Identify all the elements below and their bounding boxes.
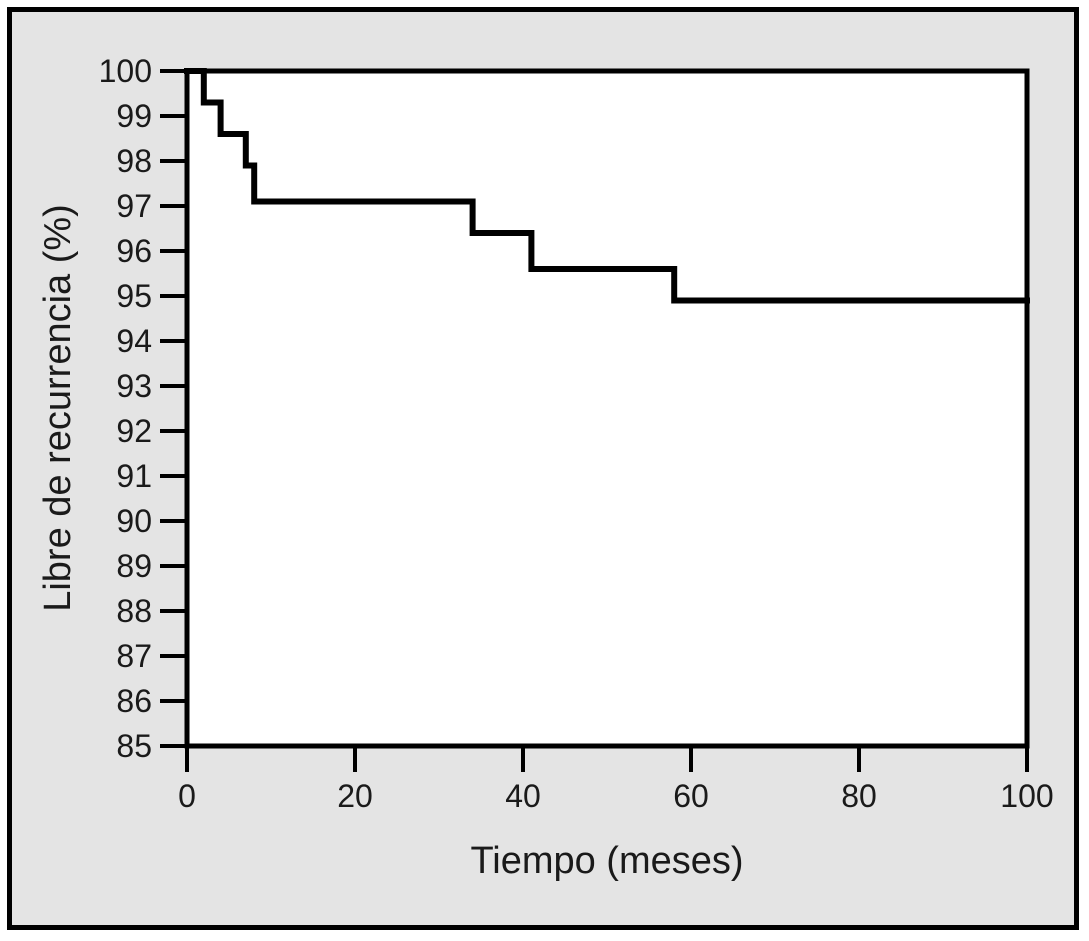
y-tick-label: 100 <box>99 53 152 89</box>
y-tick-label: 92 <box>116 413 152 449</box>
x-tick-label: 40 <box>505 778 541 814</box>
y-tick-label: 95 <box>116 278 152 314</box>
y-tick-label: 87 <box>116 638 152 674</box>
y-tick-label: 88 <box>116 593 152 629</box>
x-tick-label: 60 <box>673 778 709 814</box>
y-tick-label: 99 <box>116 98 152 134</box>
x-tick-label: 20 <box>337 778 373 814</box>
y-axis-tick-labels: 85 86 87 88 89 90 91 92 93 94 95 96 97 98 99 100 <box>99 53 152 764</box>
x-axis-ticks <box>185 746 1029 772</box>
y-axis-ticks <box>160 69 187 748</box>
survival-curve <box>184 68 1030 304</box>
y-tick-label: 94 <box>116 323 152 359</box>
x-tick-label: 100 <box>1000 778 1053 814</box>
y-tick-label: 90 <box>116 503 152 539</box>
y-tick-label: 93 <box>116 368 152 404</box>
y-tick-label: 98 <box>116 143 152 179</box>
x-tick-label: 0 <box>178 778 196 814</box>
y-tick-label: 97 <box>116 188 152 224</box>
x-axis-tick-labels: 0 20 40 60 80 100 <box>178 778 1054 814</box>
y-tick-label: 86 <box>116 683 152 719</box>
y-tick-label: 89 <box>116 548 152 584</box>
y-tick-label: 85 <box>116 728 152 764</box>
plot-frame <box>184 68 1030 749</box>
y-axis-title: Libre de recurrencia (%) <box>37 204 79 612</box>
x-axis-title: Tiempo (meses) <box>470 840 743 882</box>
x-tick-label: 80 <box>841 778 877 814</box>
y-tick-label: 91 <box>116 458 152 494</box>
y-tick-label: 96 <box>116 233 152 269</box>
